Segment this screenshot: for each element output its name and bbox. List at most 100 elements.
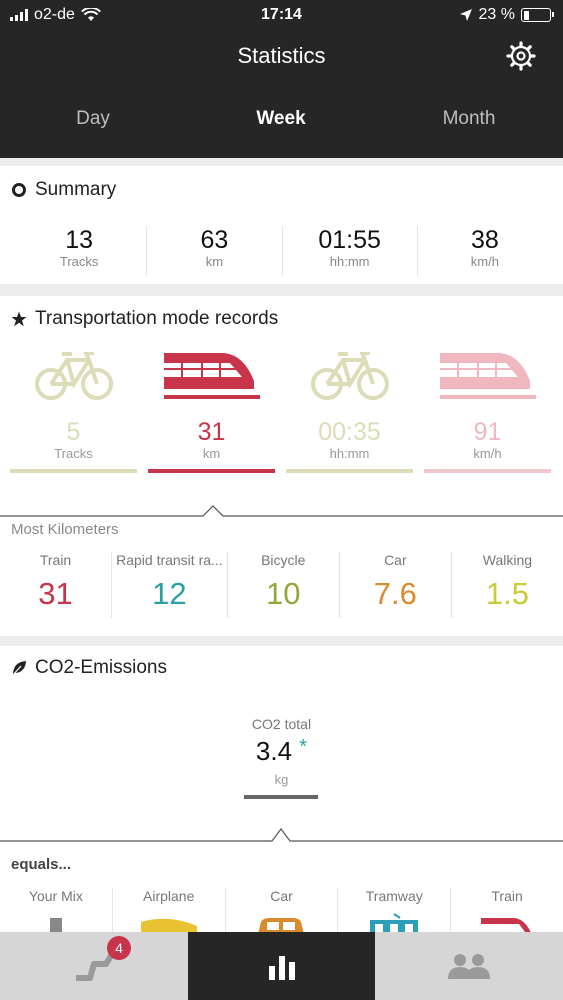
mix-icon: [49, 918, 62, 936]
record-value: 91: [473, 418, 502, 446]
gear-icon[interactable]: [506, 41, 536, 71]
mode-value: 1.5: [485, 576, 529, 611]
co2-asterisk[interactable]: *: [299, 736, 308, 758]
stat-value: 13: [65, 226, 94, 254]
mode-rapid-transit[interactable]: Rapid transit ra... 12: [111, 552, 227, 618]
bicycle-icon: [310, 352, 389, 400]
record-unit: km/h: [473, 446, 502, 461]
co2-value-number: 3.4: [255, 736, 293, 766]
route-icon: [75, 952, 115, 981]
co2-pointer: [0, 828, 563, 842]
star-icon: [11, 311, 27, 327]
equals-tramway[interactable]: Tramway: [337, 888, 450, 936]
co2-title: CO2-Emissions: [35, 657, 167, 678]
stat-unit: km: [205, 254, 224, 269]
tab-day[interactable]: Day: [76, 108, 110, 129]
stat-unit: Tracks: [59, 254, 99, 269]
record-value: 00:35: [318, 418, 381, 446]
record-bar: [148, 469, 275, 473]
stat-distance: 63 km: [146, 226, 281, 276]
period-tabs: Day Week Month: [0, 108, 563, 138]
equals-label: Your Mix: [28, 888, 83, 904]
stat-tracks: 13 Tracks: [12, 226, 146, 276]
co2-total-value: 3.4 *: [0, 736, 563, 767]
record-duration[interactable]: 00:35 hh:mm: [286, 348, 413, 473]
most-km-row: Train 31 Rapid transit ra... 12 Bicycle 10 …: [0, 552, 563, 618]
record-unit: Tracks: [54, 446, 93, 461]
nav-tracks[interactable]: 4: [0, 932, 188, 1000]
signal-icon: [10, 9, 28, 21]
stat-unit: hh:mm: [329, 254, 370, 269]
record-unit: km: [202, 446, 221, 461]
equals-label: Airplane: [143, 888, 195, 904]
equals-label: Tramway: [365, 888, 423, 904]
equals-airplane[interactable]: Airplane: [111, 888, 225, 936]
most-km-title: Most Kilometers: [11, 521, 119, 538]
record-tracks[interactable]: 5 Tracks: [10, 348, 137, 473]
summary-header: Summary: [11, 179, 116, 201]
equals-title: equals...: [11, 856, 72, 873]
stat-speed: 38 km/h: [416, 226, 552, 276]
equals-row: Your Mix Airplane Car Tramway Train: [0, 888, 563, 936]
location-arrow-icon: [459, 9, 472, 21]
co2-unit: kg: [274, 772, 289, 787]
equals-train[interactable]: Train: [450, 888, 563, 936]
mode-bicycle[interactable]: Bicycle 10: [226, 552, 339, 618]
records-card: Transportation mode records 5 Tracks: [0, 296, 563, 636]
bicycle-icon: [34, 352, 113, 400]
stat-value: 38: [470, 226, 499, 254]
circle-icon: [12, 183, 26, 197]
train-icon: [163, 353, 260, 399]
equals-label: Train: [491, 888, 523, 904]
record-bar: [424, 469, 551, 473]
notification-badge: 4: [107, 936, 131, 960]
stat-value: 63: [200, 226, 229, 254]
co2-bar: [244, 795, 318, 799]
tab-month[interactable]: Month: [442, 108, 496, 129]
battery-icon: [521, 8, 554, 22]
records-header: Transportation mode records: [11, 308, 278, 330]
mode-car[interactable]: Car 7.6: [338, 552, 451, 618]
clock: 17:14: [261, 6, 302, 23]
record-bar: [10, 469, 137, 473]
records-title: Transportation mode records: [35, 308, 279, 329]
record-distance[interactable]: 31 km: [148, 348, 275, 473]
record-unit: hh:mm: [329, 446, 370, 461]
page-title: Statistics: [237, 43, 326, 68]
mode-value: 7.6: [373, 576, 417, 611]
selection-pointer: [0, 505, 563, 517]
mode-walking[interactable]: Walking 1.5: [450, 552, 563, 618]
equals-car[interactable]: Car: [224, 888, 338, 936]
top-bar: o2-de 17:14 23 % Statistics Day We: [0, 0, 563, 158]
record-value: 5: [66, 418, 81, 446]
train-icon: [439, 353, 536, 399]
records-row: 5 Tracks 31 km: [10, 348, 552, 473]
co2-card: CO2-Emissions CO2 total 3.4 * kg equals.…: [0, 646, 563, 936]
mode-label: Car: [384, 552, 407, 568]
record-speed[interactable]: 91 km/h: [424, 348, 551, 473]
status-bar: o2-de 17:14 23 %: [0, 0, 563, 30]
mode-train[interactable]: Train 31: [0, 552, 111, 618]
community-icon: [448, 954, 491, 979]
nav-statistics[interactable]: [187, 932, 376, 1000]
nav-community[interactable]: [375, 932, 563, 1000]
equals-label: Car: [270, 888, 293, 904]
summary-card: Summary 13 Tracks 63 km 01:55 hh:mm 38 km/h: [0, 166, 563, 284]
wifi-icon: [81, 8, 101, 21]
mode-label: Walking: [482, 552, 533, 568]
battery-percent: 23 %: [478, 6, 515, 23]
equals-your-mix[interactable]: Your Mix: [0, 888, 112, 936]
bar-chart-icon: [268, 956, 295, 980]
co2-total-label: CO2 total: [251, 716, 312, 732]
airplane-icon: [140, 918, 197, 936]
train-icon: [481, 918, 533, 936]
mode-value: 12: [152, 576, 187, 611]
summary-title: Summary: [35, 179, 117, 200]
mode-label: Bicycle: [261, 552, 306, 568]
stat-unit: km/h: [470, 254, 499, 269]
mode-label: Rapid transit ra...: [116, 552, 223, 568]
record-value: 31: [197, 418, 226, 446]
tab-week[interactable]: Week: [256, 108, 306, 129]
co2-header: CO2-Emissions: [11, 657, 167, 679]
bottom-nav: 4: [0, 932, 563, 1000]
